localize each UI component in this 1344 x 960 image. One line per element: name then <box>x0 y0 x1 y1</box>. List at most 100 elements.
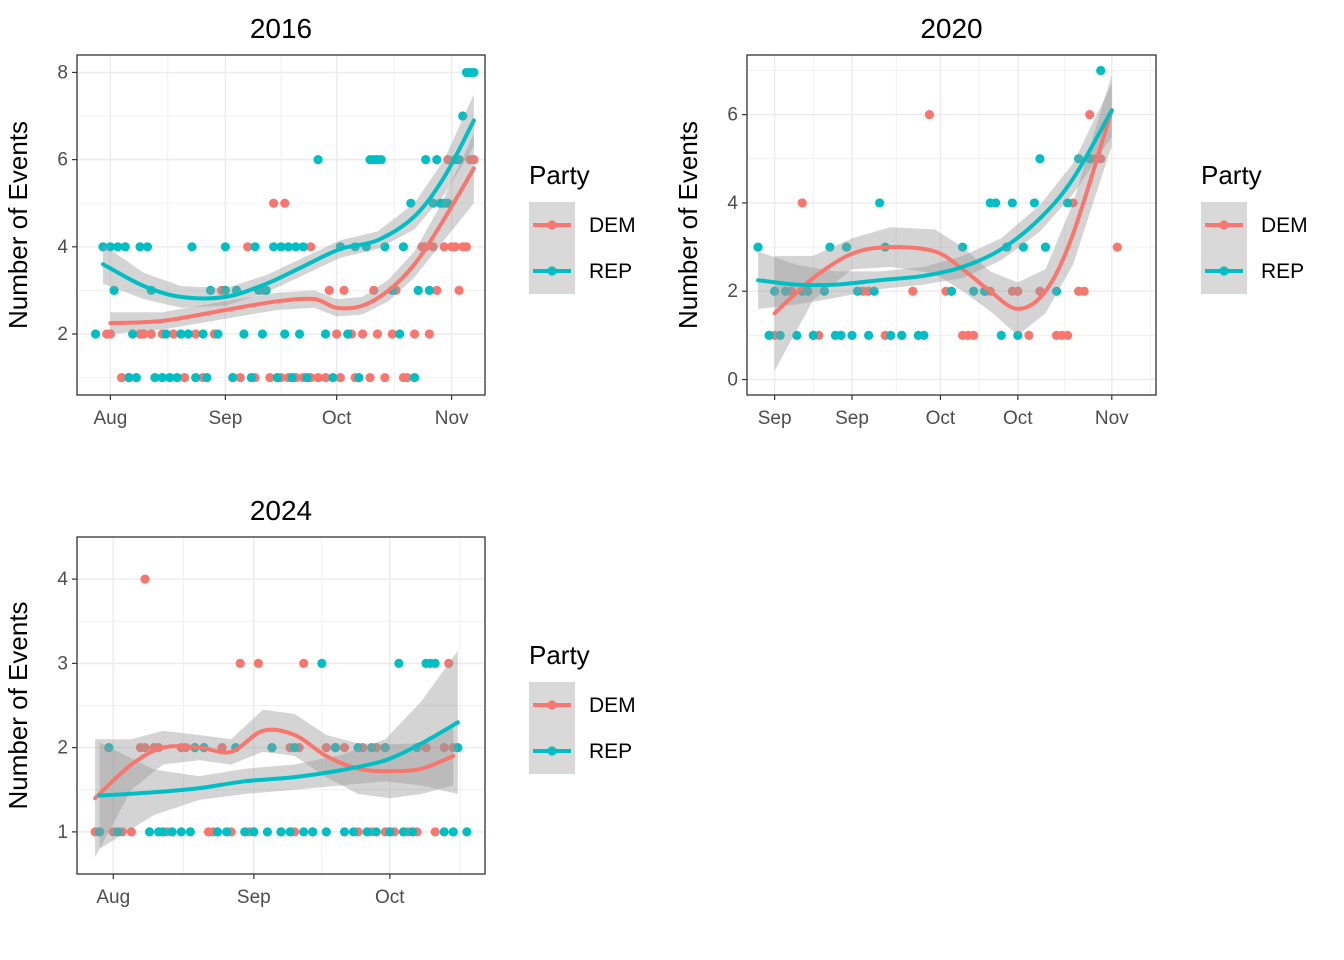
data-point <box>432 285 442 295</box>
data-point <box>395 329 405 339</box>
y-tick-label: 6 <box>727 105 738 126</box>
x-tick-label: Oct <box>1003 408 1033 429</box>
series-points-REP <box>90 67 479 383</box>
confidence-band-REP <box>99 650 458 849</box>
data-point <box>212 827 223 837</box>
data-point <box>461 242 472 252</box>
data-point <box>781 286 791 296</box>
data-point <box>120 242 130 252</box>
data-point <box>235 658 245 668</box>
data-point <box>919 330 929 340</box>
y-tick-label: 2 <box>727 281 738 302</box>
data-point <box>179 372 190 383</box>
data-point <box>409 329 420 339</box>
data-point <box>354 372 364 383</box>
data-point <box>443 155 453 165</box>
data-point <box>150 372 160 383</box>
data-point <box>332 329 342 339</box>
data-point <box>439 743 449 753</box>
data-point <box>402 372 412 383</box>
data-point <box>276 242 286 252</box>
legend-label: DEM <box>1261 214 1308 237</box>
data-point <box>205 285 216 295</box>
data-point <box>267 743 277 753</box>
data-point <box>283 242 294 252</box>
data-point <box>243 242 253 252</box>
series-points-REP <box>95 658 472 837</box>
data-point <box>398 242 408 252</box>
legend: Party DEM REP <box>1201 160 1308 294</box>
plot-border <box>76 536 486 875</box>
data-point <box>268 198 279 208</box>
data-point <box>185 827 195 837</box>
data-point <box>380 372 390 383</box>
data-point <box>313 155 323 165</box>
data-point <box>908 286 918 296</box>
data-point <box>424 329 434 339</box>
data-point <box>339 285 349 295</box>
data-point <box>109 285 119 295</box>
data-point <box>406 198 416 208</box>
x-tick-label: Sep <box>835 408 869 429</box>
legend-label: REP <box>1261 260 1304 283</box>
data-point <box>105 242 115 252</box>
data-point <box>1018 242 1028 252</box>
data-point <box>462 827 472 837</box>
legend-label: DEM <box>589 214 636 237</box>
data-point <box>317 658 327 668</box>
data-point <box>198 329 208 339</box>
smooth-line-REP <box>756 108 1114 288</box>
data-point <box>764 330 774 340</box>
data-point <box>253 658 263 668</box>
data-point <box>430 827 440 837</box>
x-tick-label: Sep <box>208 408 242 429</box>
x-tick-label: Aug <box>96 887 130 908</box>
data-point <box>863 330 874 340</box>
data-point <box>328 372 338 383</box>
data-point <box>228 372 238 383</box>
data-point <box>803 286 813 296</box>
data-point <box>1024 330 1034 340</box>
data-point <box>1013 286 1023 296</box>
data-point <box>239 329 249 339</box>
plot-border <box>746 54 1157 396</box>
data-point <box>946 286 957 296</box>
confidence-band-DEM <box>774 74 1112 371</box>
data-point <box>775 330 785 340</box>
y-tick-label: 4 <box>727 193 738 214</box>
data-point <box>158 827 168 837</box>
data-point <box>191 329 201 339</box>
legend-label: REP <box>589 740 632 763</box>
data-point <box>380 242 390 252</box>
data-point <box>430 658 440 668</box>
data-point <box>444 658 454 668</box>
smooth-line-DEM <box>772 108 1114 316</box>
data-point <box>299 827 309 837</box>
data-point <box>372 329 383 339</box>
data-point <box>285 827 295 837</box>
data-point <box>421 743 431 753</box>
data-point <box>387 329 397 339</box>
data-point <box>1074 154 1084 164</box>
data-point <box>302 372 312 383</box>
panel-2024: 1 2 3 4 Aug Sep Oct 2024 Number of Events Party DE… <box>3 495 636 908</box>
data-point <box>380 743 390 753</box>
data-point <box>280 329 290 339</box>
x-tick-label: Oct <box>322 408 352 429</box>
panel-title: 2020 <box>920 13 982 44</box>
y-tick-label: 2 <box>57 738 68 759</box>
data-point <box>291 242 301 252</box>
data-point <box>335 372 345 383</box>
data-point <box>428 242 438 252</box>
x-tick-label: Sep <box>758 408 792 429</box>
data-point <box>161 329 171 339</box>
data-point <box>358 329 368 339</box>
data-point <box>869 286 879 296</box>
legend-item-REP: REP <box>529 248 632 294</box>
data-point <box>299 658 309 668</box>
data-point <box>191 372 201 383</box>
y-axis-label: Number of Events <box>3 601 33 809</box>
data-point <box>222 827 232 837</box>
data-point <box>183 329 193 339</box>
data-point <box>324 285 334 295</box>
